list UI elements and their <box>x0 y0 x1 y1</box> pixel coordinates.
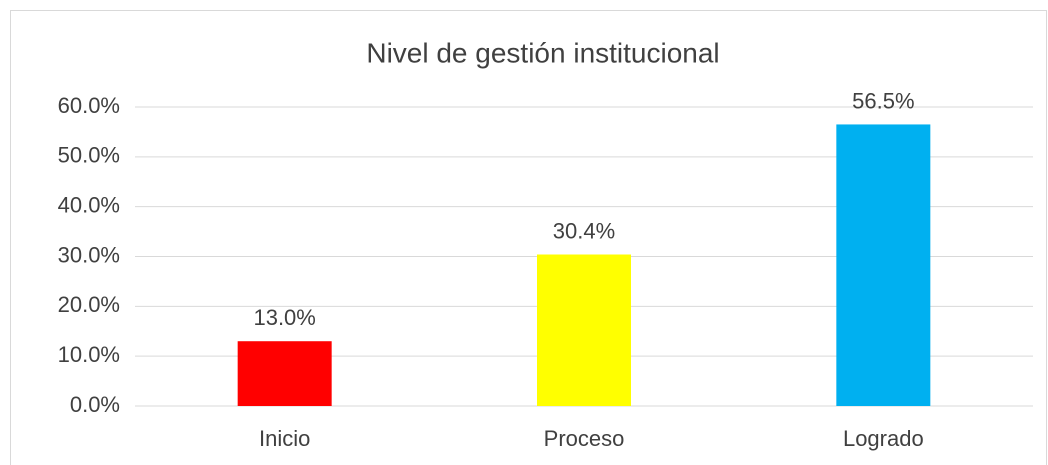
y-tick-label: 10.0% <box>58 342 120 367</box>
y-tick-label: 50.0% <box>58 143 120 168</box>
x-tick-label: Logrado <box>843 426 924 451</box>
data-label: 30.4% <box>553 218 615 243</box>
y-tick-label: 0.0% <box>70 392 120 417</box>
y-tick-label: 60.0% <box>58 93 120 118</box>
bar <box>237 341 332 406</box>
data-label: 13.0% <box>253 305 315 330</box>
data-label: 56.5% <box>852 88 914 113</box>
x-tick-label: Inicio <box>259 426 310 451</box>
chart-title: Nivel de gestión institucional <box>366 37 719 68</box>
bar <box>836 124 931 407</box>
y-tick-label: 30.0% <box>58 242 120 267</box>
y-tick-label: 40.0% <box>58 192 120 217</box>
y-tick-label: 20.0% <box>58 292 120 317</box>
bar <box>537 254 631 406</box>
x-tick-label: Proceso <box>544 426 625 451</box>
